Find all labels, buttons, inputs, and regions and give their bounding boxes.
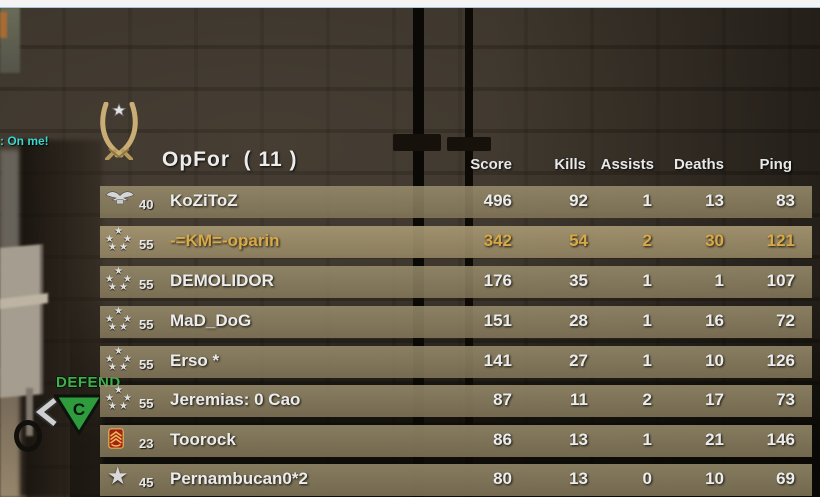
- stat-kills: 11: [570, 390, 588, 409]
- column-header-ping: Ping: [759, 156, 793, 173]
- rank-icon-eagle-insignia: [105, 189, 135, 215]
- window-bar-clamp: [447, 137, 491, 151]
- stat-deaths: 10: [705, 351, 724, 370]
- cart-leg: [26, 388, 33, 436]
- column-headers: Score Kills Assists Deaths Ping: [100, 156, 812, 178]
- stat-kills: 92: [569, 191, 588, 210]
- chevron-left-icon: [32, 396, 58, 428]
- stat-score: 87: [493, 390, 512, 409]
- team-name: OpFor: [162, 148, 230, 171]
- stat-ping: 121: [766, 231, 795, 250]
- team-title: OpFor ( 11 ): [162, 148, 298, 172]
- stat-ping: 69: [776, 469, 795, 488]
- opfor-emblem-icon: [100, 102, 138, 160]
- objective-letter: C: [72, 400, 86, 419]
- stat-deaths: 1: [714, 271, 724, 290]
- scoreboard-row[interactable]: ★ ★ ★ ★ ★ 55 MaD_DoG 151 28 1 16 72: [100, 306, 812, 338]
- stat-score: 176: [483, 271, 512, 290]
- stat-deaths: 30: [705, 231, 724, 250]
- scoreboard-row[interactable]: ★ 45 Pernambucan0*2 80 13 0 10 69: [100, 464, 812, 496]
- stat-ping: 73: [776, 390, 795, 409]
- stat-score: 141: [483, 351, 512, 370]
- player-name: Toorock: [170, 430, 236, 449]
- team-count: ( 11 ): [243, 148, 298, 171]
- stat-assists: 1: [642, 191, 652, 210]
- rank-icon-five-star-circle: ★ ★ ★ ★ ★: [105, 226, 132, 253]
- scoreboard-row[interactable]: 23 Toorock 86 13 1 21 146: [100, 425, 812, 457]
- objective-triangle-icon: [54, 394, 104, 436]
- window-top-strip: [0, 0, 820, 8]
- column-header-kills: Kills: [554, 156, 586, 173]
- rank-number: 23: [139, 436, 154, 451]
- stat-kills: 27: [569, 351, 588, 370]
- rank-icon-single-star: ★: [107, 463, 129, 490]
- scoreboard-row[interactable]: ★ ★ ★ ★ ★ 55 -=KM=-oparin 342 54 2 30 121: [100, 226, 812, 258]
- stat-kills: 28: [569, 311, 588, 330]
- stat-deaths: 13: [705, 191, 724, 210]
- stat-score: 496: [483, 191, 512, 210]
- rank-number: 40: [139, 197, 154, 212]
- window-bar-clamp: [393, 134, 441, 151]
- rank-icon-five-star-circle: ★ ★ ★ ★ ★: [105, 266, 132, 293]
- rank-number: 55: [139, 237, 154, 252]
- rank-icon-five-star-circle: ★ ★ ★ ★ ★: [105, 306, 132, 333]
- player-name: DEMOLIDOR: [170, 271, 274, 290]
- player-name: Jeremias: 0 Cao: [170, 390, 301, 409]
- background-orange-patch: [0, 12, 7, 38]
- scoreboard-row[interactable]: ★ ★ ★ ★ ★ 55 Erso * 141 27 1 10 126: [100, 346, 812, 378]
- rank-number: 55: [139, 277, 154, 292]
- stat-score: 151: [483, 311, 512, 330]
- stat-deaths: 17: [705, 390, 724, 409]
- cart-wheel: [14, 420, 42, 452]
- scoreboard-row[interactable]: 40 KoZiToZ 496 92 1 13 83: [100, 186, 812, 218]
- background-cart: [0, 238, 50, 453]
- scoreboard-row[interactable]: ★ ★ ★ ★ ★ 55 DEMOLIDOR 176 35 1 1 107: [100, 266, 812, 298]
- column-header-deaths: Deaths: [673, 156, 724, 173]
- stat-deaths: 16: [705, 311, 724, 330]
- stat-assists: 1: [642, 351, 652, 370]
- stat-score: 80: [493, 469, 512, 488]
- stat-assists: 1: [642, 311, 652, 330]
- stat-deaths: 21: [705, 430, 724, 449]
- rank-number: 55: [139, 357, 154, 372]
- stat-ping: 72: [776, 311, 795, 330]
- stat-score: 342: [483, 231, 512, 250]
- stat-ping: 146: [766, 430, 795, 449]
- rank-icon-five-star-circle: ★ ★ ★ ★ ★: [105, 346, 132, 373]
- scoreboard-row[interactable]: ★ ★ ★ ★ ★ 55 Jeremias: 0 Cao 87 11 2 17 73: [100, 385, 812, 417]
- stat-assists: 0: [642, 469, 652, 488]
- player-name: -=KM=-oparin: [170, 231, 280, 250]
- stat-assists: 2: [642, 231, 652, 250]
- column-header-score: Score: [470, 156, 512, 173]
- player-name: Erso *: [170, 351, 220, 370]
- stat-ping: 107: [766, 271, 795, 290]
- column-header-assists: Assists: [600, 156, 654, 173]
- player-name: MaD_DoG: [170, 311, 252, 330]
- rank-icon-chevron-badge: [105, 428, 135, 454]
- chat-message: : On me!: [0, 134, 49, 148]
- stat-kills: 13: [569, 430, 588, 449]
- stat-ping: 126: [766, 351, 795, 370]
- rank-icon-five-star-circle: ★ ★ ★ ★ ★: [105, 385, 132, 412]
- stat-kills: 35: [569, 271, 588, 290]
- rank-number: 45: [139, 475, 154, 490]
- stat-assists: 1: [642, 430, 652, 449]
- player-name: Pernambucan0*2: [170, 469, 308, 488]
- stat-deaths: 10: [705, 469, 724, 488]
- rank-number: 55: [139, 317, 154, 332]
- stat-kills: 13: [569, 469, 588, 488]
- player-name: KoZiToZ: [170, 191, 238, 210]
- stat-kills: 54: [569, 231, 588, 250]
- rank-number: 55: [139, 396, 154, 411]
- stat-assists: 2: [642, 390, 652, 409]
- stat-assists: 1: [642, 271, 652, 290]
- stat-score: 86: [493, 430, 512, 449]
- stat-ping: 83: [776, 191, 795, 210]
